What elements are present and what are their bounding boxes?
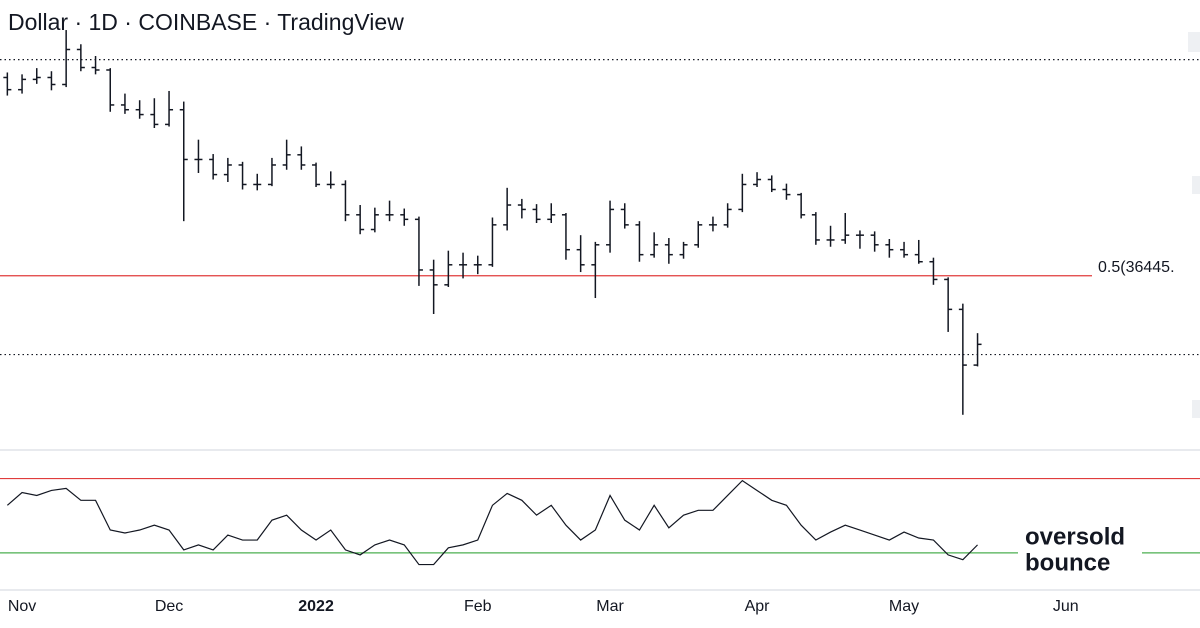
x-tick-label: 2022 [298,598,334,615]
x-tick-label: May [889,598,919,615]
x-tick-label: Jun [1053,598,1079,615]
rsi-line [6,479,978,566]
fib-label: 0.5(36445. [1098,259,1175,276]
x-tick-label: Dec [155,598,183,615]
scale-tag [1188,32,1200,52]
chart-title: Dollar · 1D · COINBASE · TradingView [8,9,404,35]
annotation: bounce [1025,549,1110,576]
annotation: oversold [1025,523,1125,550]
x-tick-label: Feb [464,598,492,615]
x-tick-label: Apr [745,598,771,615]
x-tick-label: Mar [596,598,624,615]
x-tick-label: Nov [8,598,36,615]
scale-tag [1192,176,1200,194]
scale-tag [1192,400,1200,418]
